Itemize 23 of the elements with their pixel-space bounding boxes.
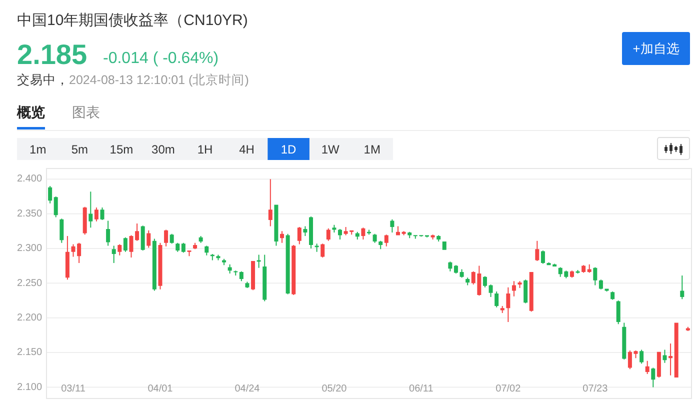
ytick: 2.300 [17,243,42,254]
ytick: 2.200 [17,312,42,324]
button-add: +加自选 [622,32,690,65]
price-label: 2.185 [17,39,88,70]
xtick: 04/01 [148,384,173,395]
tab-label-active: 概览 [17,104,45,120]
ytick: 2.400 [17,174,42,185]
interval-bar: 1m 5m 15m 30m 1H 4H 1D 1W 1M [17,138,393,160]
ytick: 2.250 [17,278,42,289]
xtick: 06/11 [409,384,434,395]
xtick: 05/20 [322,384,347,395]
change-label: -0.014 ( -0.64%) [103,50,219,67]
xtick: 07/02 [496,384,521,395]
xtick: 07/23 [582,384,608,395]
ytick: 2.350 [17,208,42,220]
time-label: 2024-08-13 12:10:01 (北京时间) [69,73,249,87]
xtick: 04/24 [234,384,260,395]
status-label: 交易中， [17,73,69,87]
ytick: 2.150 [17,347,42,358]
xtick: 03/11 [61,384,86,395]
tab-label: 图表 [72,104,100,120]
title: 中国10年期国债收益率（CN10YR) [17,12,248,29]
ytick: 2.100 [17,382,42,393]
